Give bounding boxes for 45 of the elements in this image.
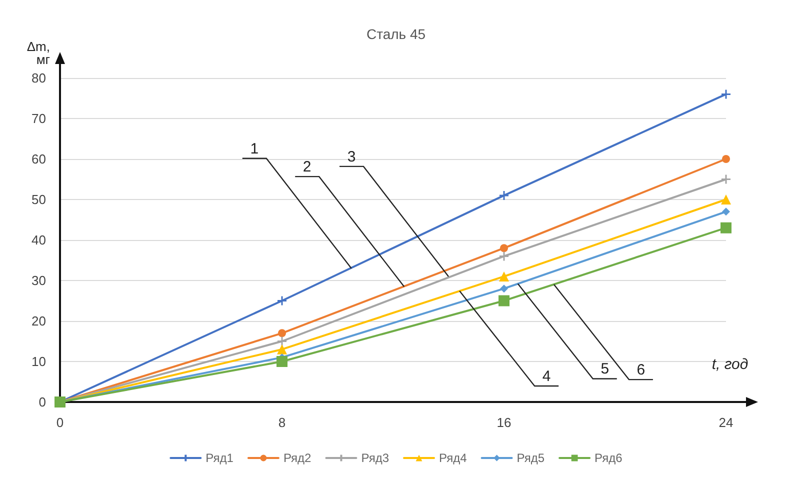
y-tick-label: 60 (32, 152, 46, 166)
legend-label: Ряд5 (516, 451, 545, 465)
y-tick-label: 30 (32, 273, 46, 288)
annotation: 4 (542, 368, 551, 386)
y-axis-title: Δm, мг (26, 39, 50, 67)
point (722, 208, 730, 216)
point (276, 336, 288, 346)
y-tick-label: 50 (32, 192, 46, 207)
point (500, 284, 508, 293)
legend-label: Ряд2 (283, 451, 312, 465)
legend-label: Ряд1 (206, 451, 234, 465)
annotation: 3 (347, 148, 356, 166)
chart-title: Сталь 45 (366, 26, 426, 42)
annotation: 1 (250, 140, 259, 158)
point (276, 296, 288, 306)
legend-label: Ряд3 (361, 451, 390, 465)
y-tick-label: 70 (32, 111, 46, 126)
annotation: 2 (302, 158, 312, 176)
legend-label: Ряд4 (439, 451, 468, 465)
point (722, 155, 730, 163)
legend-label: Ряд6 (594, 451, 623, 465)
y-tick-label: 10 (32, 354, 46, 369)
y-tick-label: 80 (32, 70, 46, 86)
point (277, 344, 287, 354)
x-tick-label: 16 (496, 415, 512, 430)
point (498, 295, 510, 306)
annotation: 5 (600, 360, 610, 378)
y-tick-label: 40 (32, 232, 46, 248)
y-tick-label: 20 (32, 314, 46, 328)
point (720, 222, 732, 234)
point (278, 329, 286, 338)
point (500, 244, 508, 252)
point (498, 250, 510, 262)
x-tick-label: 0 (56, 415, 64, 430)
point (720, 174, 732, 184)
y-tick-label: 0 (38, 394, 46, 410)
x-tick-label: 8 (278, 415, 286, 430)
x-axis-title: t, год (712, 356, 748, 373)
annotation: 6 (636, 362, 646, 379)
point (720, 88, 732, 100)
point (498, 190, 510, 201)
x-tick-label: 24 (718, 415, 734, 430)
point (721, 194, 731, 204)
point (276, 356, 288, 367)
point (499, 271, 509, 282)
